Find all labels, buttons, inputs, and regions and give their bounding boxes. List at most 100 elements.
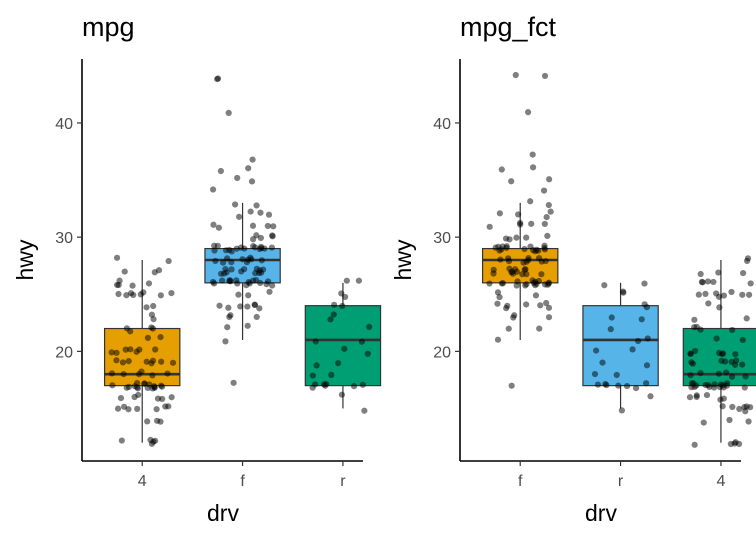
data-point — [168, 394, 175, 401]
data-point — [157, 334, 164, 341]
data-point — [217, 167, 224, 175]
data-point — [522, 266, 529, 273]
data-point — [591, 370, 599, 378]
data-point — [720, 395, 727, 402]
box-r — [304, 305, 382, 387]
data-point — [716, 304, 723, 311]
data-point — [338, 391, 346, 398]
panel-mpg: mpg drv hwy 20 30 40 4 f r — [12, 12, 382, 526]
data-point — [133, 348, 140, 355]
data-point — [618, 407, 625, 414]
data-point — [149, 372, 156, 379]
data-point — [601, 282, 608, 289]
data-point — [698, 278, 706, 286]
data-point — [739, 336, 746, 344]
data-point — [524, 109, 532, 116]
data-point — [222, 338, 229, 345]
data-point — [113, 357, 120, 364]
data-point — [359, 381, 366, 388]
data-point — [141, 380, 148, 387]
data-point — [603, 382, 610, 389]
data-point — [523, 271, 530, 278]
data-point — [544, 232, 551, 239]
data-point — [250, 236, 257, 243]
data-point — [224, 255, 231, 262]
data-point — [503, 305, 510, 312]
data-point — [643, 362, 651, 369]
data-point — [541, 72, 549, 80]
data-point — [697, 370, 704, 377]
data-point — [165, 257, 172, 265]
data-point — [496, 210, 503, 217]
data-point — [529, 164, 537, 171]
data-point — [158, 358, 165, 365]
data-point — [647, 393, 654, 400]
data-point — [269, 233, 276, 240]
data-point — [632, 385, 640, 392]
data-point — [729, 326, 736, 334]
data-point — [258, 244, 265, 252]
data-point — [249, 222, 257, 229]
data-point — [546, 176, 553, 183]
data-point — [217, 270, 225, 277]
data-point — [619, 288, 627, 295]
data-point — [120, 370, 127, 378]
data-point — [228, 266, 235, 273]
data-point — [157, 292, 164, 299]
data-point — [245, 165, 252, 172]
data-point — [516, 219, 524, 227]
data-point — [327, 316, 334, 323]
data-point — [343, 277, 350, 284]
data-point — [152, 346, 159, 353]
data-point — [210, 221, 217, 228]
x-tick-label: r — [618, 473, 624, 490]
data-point — [113, 254, 121, 261]
data-point — [108, 370, 116, 377]
data-point — [486, 280, 493, 287]
data-point — [244, 256, 252, 263]
data-point — [729, 403, 736, 411]
data-point — [536, 325, 543, 332]
data-point — [115, 281, 122, 289]
data-point — [119, 359, 127, 366]
data-point — [742, 373, 749, 380]
data-point — [366, 323, 373, 331]
data-point — [264, 222, 271, 230]
data-point — [508, 382, 515, 389]
data-point — [541, 246, 549, 253]
data-point — [127, 346, 134, 353]
data-point — [727, 440, 734, 448]
data-point — [209, 278, 217, 286]
data-point — [257, 209, 264, 216]
data-point — [728, 288, 735, 296]
y-axis-title: hwy — [390, 239, 416, 280]
data-point — [532, 292, 540, 299]
data-point — [594, 381, 602, 388]
data-point — [537, 302, 544, 309]
data-point — [702, 290, 709, 298]
data-point — [209, 186, 217, 193]
data-point — [215, 224, 222, 231]
data-point — [512, 71, 519, 79]
data-point — [117, 394, 125, 402]
data-point — [251, 244, 259, 251]
data-point — [257, 234, 264, 242]
data-point — [313, 362, 320, 369]
data-point — [599, 359, 606, 366]
data-point — [530, 247, 537, 254]
data-point — [125, 358, 132, 365]
data-point — [740, 270, 747, 277]
data-point — [309, 384, 316, 391]
x-tick-label: r — [340, 473, 346, 490]
data-point — [715, 293, 723, 300]
data-point — [330, 311, 337, 318]
data-point — [641, 301, 648, 308]
data-point — [235, 291, 242, 298]
data-point — [494, 289, 502, 296]
data-point — [498, 246, 505, 253]
data-point — [355, 277, 363, 284]
data-point — [506, 265, 513, 272]
data-point — [535, 254, 543, 262]
